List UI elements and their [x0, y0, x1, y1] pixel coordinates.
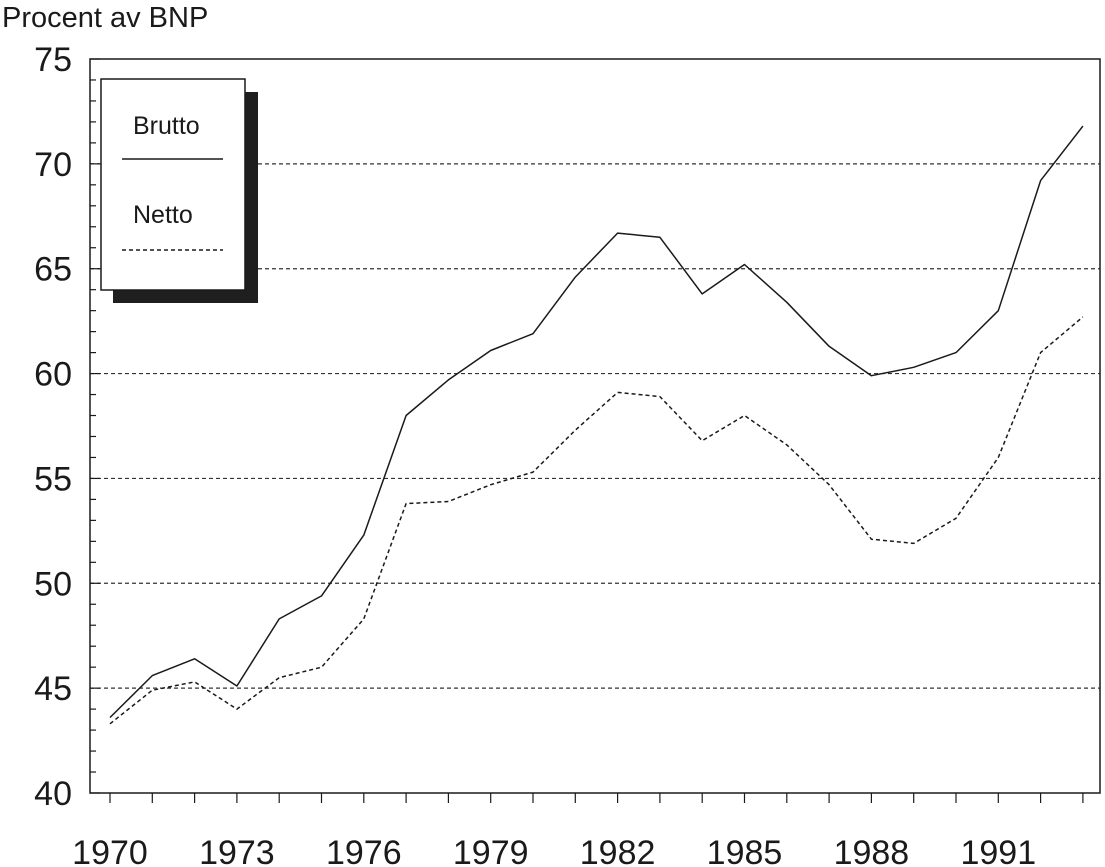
legend-label-netto: Netto: [133, 201, 193, 229]
y-tick-label-55: 55: [34, 460, 72, 498]
series-line-brutto: [109, 125, 1084, 719]
series-line-netto: [109, 316, 1084, 725]
y-tick-label-65: 65: [34, 251, 72, 289]
x-tick-label-1991: 1991: [960, 834, 1036, 867]
plot-frame: [89, 58, 1101, 794]
x-tick-label-1979: 1979: [453, 834, 529, 867]
x-tick-label-1985: 1985: [707, 834, 783, 867]
legend: Brutto Netto: [100, 78, 258, 303]
x-tick-label-1973: 1973: [199, 834, 275, 867]
legend-label-brutto: Brutto: [133, 112, 200, 140]
y-axis: 40 45 50 55 60 65 70 75: [34, 41, 100, 813]
x-tick-label-1982: 1982: [580, 834, 656, 867]
series-lines: [109, 125, 1084, 725]
y-tick-label-70: 70: [34, 146, 72, 184]
y-tick-label-50: 50: [34, 565, 72, 603]
legend-box: [100, 78, 246, 291]
y-tick-label-45: 45: [34, 670, 72, 708]
x-tick-label-1970: 1970: [72, 834, 148, 867]
grid-lines: [90, 163, 1100, 689]
x-tick-label-1976: 1976: [326, 834, 402, 867]
y-tick-label-40: 40: [34, 775, 72, 813]
y-tick-label-75: 75: [34, 41, 72, 79]
y-tick-label-60: 60: [34, 356, 72, 394]
y-axis-label: Procent av BNP: [2, 2, 209, 34]
x-axis: 1970 1973 1976 1979 1982 1985 1988 1991: [72, 793, 1084, 867]
x-tick-label-1988: 1988: [834, 834, 910, 867]
